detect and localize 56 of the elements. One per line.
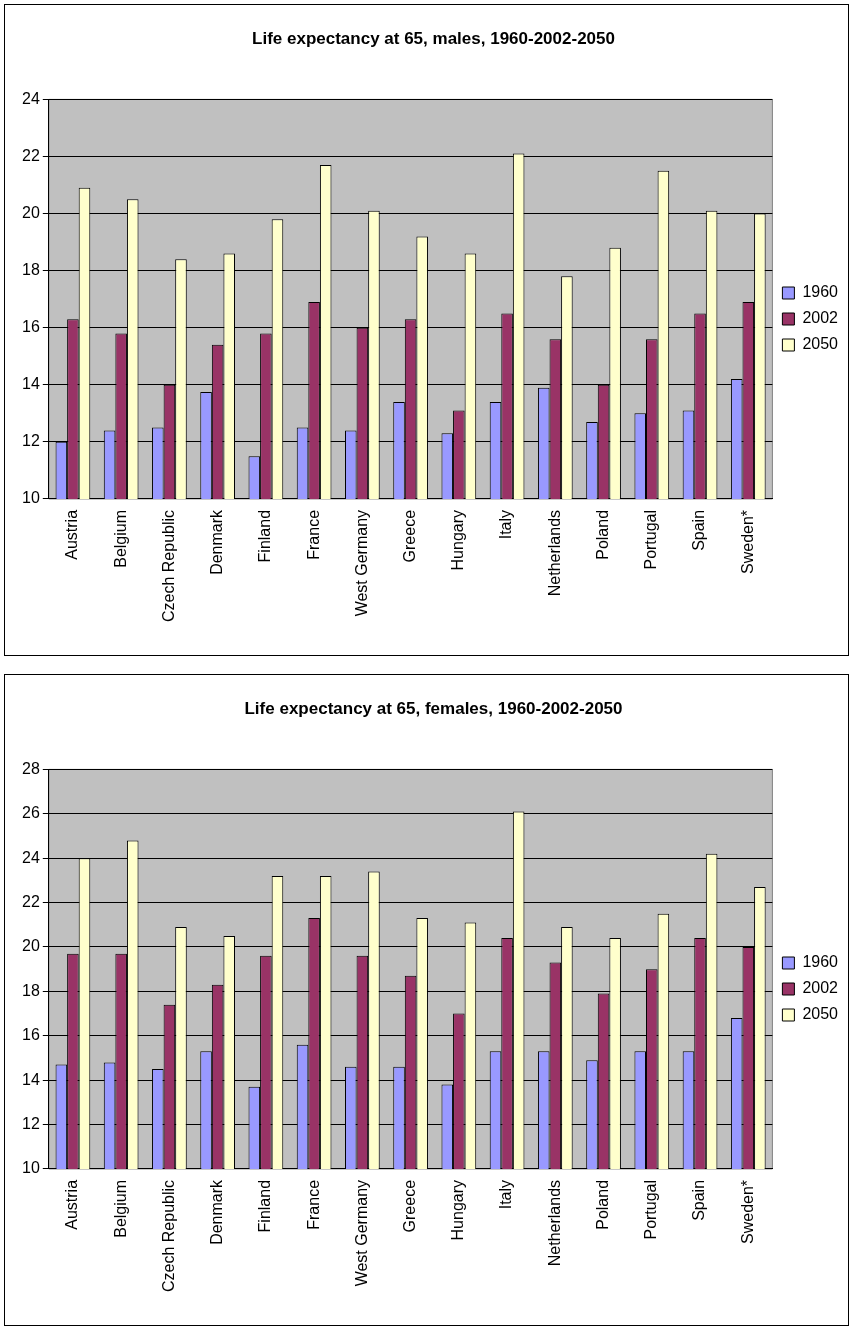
y-tick-label: 22 bbox=[22, 146, 40, 164]
x-tick-label: Czech Republic bbox=[159, 509, 177, 623]
x-tick-label: Netherlands bbox=[545, 509, 563, 597]
legend-label: 2050 bbox=[802, 1005, 839, 1023]
legend-label: 2002 bbox=[802, 979, 839, 997]
y-tick-label: 20 bbox=[22, 937, 40, 955]
y-tick-label: 24 bbox=[22, 848, 40, 866]
x-tick-label: Czech Republic bbox=[159, 1179, 177, 1293]
legend-label: 1960 bbox=[802, 953, 839, 971]
y-tick-label: 14 bbox=[22, 375, 40, 393]
x-tick-label: France bbox=[304, 1179, 322, 1230]
x-tick-label: West Germany bbox=[352, 509, 370, 617]
x-tick-label: Austria bbox=[63, 509, 81, 560]
x-tick-label: Portugal bbox=[642, 1179, 660, 1240]
y-tick-label: 16 bbox=[22, 318, 40, 336]
y-tick-label: 28 bbox=[22, 759, 40, 777]
y-tick-label: 24 bbox=[22, 89, 40, 107]
y-tick-label: 22 bbox=[22, 892, 40, 910]
x-tick-label: Spain bbox=[690, 1179, 708, 1221]
chart-title: Life expectancy at 65, males, 1960-2002-2050 bbox=[252, 28, 615, 48]
legend-label: 2050 bbox=[802, 335, 839, 353]
x-tick-label: Denmark bbox=[208, 1178, 226, 1245]
x-tick-label: Spain bbox=[690, 509, 708, 551]
x-tick-label: Belgium bbox=[111, 1179, 129, 1238]
x-tick-label: Greece bbox=[401, 1179, 419, 1233]
y-tick-label: 10 bbox=[22, 489, 40, 507]
x-tick-label: Hungary bbox=[449, 1179, 467, 1241]
y-tick-label: 12 bbox=[22, 1114, 40, 1132]
y-tick-label: 26 bbox=[22, 804, 40, 822]
x-tick-label: Netherlands bbox=[545, 1179, 563, 1267]
chart-title: Life expectancy at 65, females, 1960-2002-2050 bbox=[244, 698, 623, 718]
x-tick-label: West Germany bbox=[352, 1179, 370, 1287]
legend-label: 2002 bbox=[802, 309, 839, 327]
x-tick-label: Portugal bbox=[642, 509, 660, 570]
x-tick-label: Italy bbox=[497, 509, 515, 540]
y-tick-label: 14 bbox=[22, 1070, 40, 1088]
y-tick-label: 16 bbox=[22, 1026, 40, 1044]
y-tick-label: 18 bbox=[22, 981, 40, 999]
legend-label: 1960 bbox=[802, 283, 839, 301]
x-tick-label: France bbox=[304, 509, 322, 560]
x-tick-label: Sweden* bbox=[738, 509, 756, 574]
x-tick-label: Sweden* bbox=[738, 1179, 756, 1244]
x-tick-label: Finland bbox=[256, 509, 274, 563]
y-tick-label: 10 bbox=[22, 1159, 40, 1177]
x-tick-label: Italy bbox=[497, 1179, 515, 1210]
y-tick-label: 20 bbox=[22, 203, 40, 221]
y-tick-label: 12 bbox=[22, 432, 40, 450]
x-tick-label: Austria bbox=[63, 1179, 81, 1230]
x-tick-label: Hungary bbox=[449, 509, 467, 571]
x-tick-label: Poland bbox=[593, 1179, 611, 1230]
x-tick-label: Belgium bbox=[111, 509, 129, 568]
x-tick-label: Denmark bbox=[208, 508, 226, 575]
x-tick-label: Poland bbox=[593, 509, 611, 560]
x-tick-label: Finland bbox=[256, 1179, 274, 1233]
y-tick-label: 18 bbox=[22, 261, 40, 279]
x-tick-label: Greece bbox=[401, 509, 419, 563]
